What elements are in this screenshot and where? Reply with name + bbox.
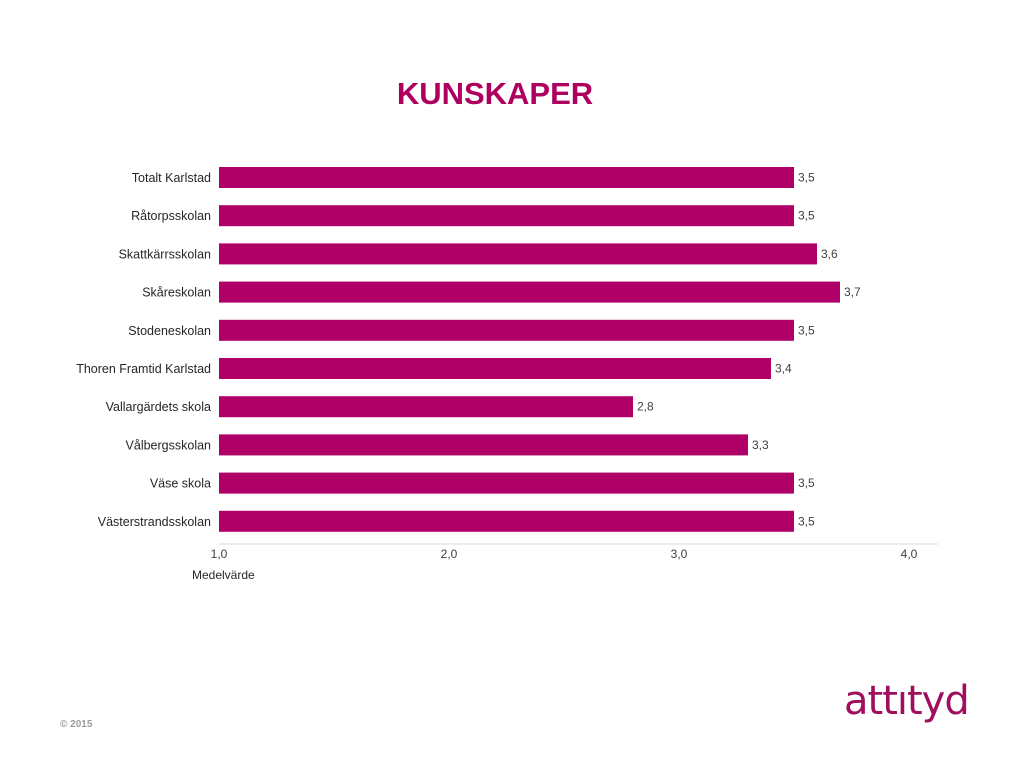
category-label: Stodeneskolan [128, 324, 211, 338]
data-label: 3,5 [798, 476, 815, 490]
category-label: Vålbergsskolan [126, 438, 212, 452]
category-label: Råtorpsskolan [131, 209, 211, 223]
bar [219, 510, 794, 532]
x-tick-label: 2,0 [441, 547, 458, 561]
data-label: 3,5 [798, 171, 815, 185]
bar [219, 281, 840, 303]
x-tick-label: 3,0 [671, 547, 688, 561]
category-label: Skattkärrsskolan [119, 247, 211, 261]
data-label: 3,5 [798, 514, 815, 528]
data-label: 2,8 [637, 400, 654, 414]
bar [219, 434, 748, 456]
category-label: Väse skola [150, 477, 211, 491]
chart-title: KUNSKAPER [396, 76, 594, 111]
data-label: 3,4 [775, 362, 792, 376]
bar [219, 205, 794, 227]
bar [219, 167, 794, 188]
bar [219, 319, 794, 341]
bar [219, 358, 771, 379]
category-label: Thoren Framtid Karlstad [76, 362, 211, 376]
category-label: Totalt Karlstad [132, 171, 211, 185]
bar [219, 243, 817, 265]
x-axis-title: Medelvärde [192, 568, 255, 582]
data-label: 3,3 [752, 438, 769, 452]
data-label: 3,5 [798, 209, 815, 223]
copyright-text: © 2015 [60, 719, 93, 730]
category-label: Skåreskolan [142, 286, 211, 300]
data-label: 3,7 [844, 285, 861, 299]
x-tick-label: 1,0 [211, 547, 228, 561]
bar [219, 396, 633, 418]
data-label: 3,5 [798, 323, 815, 337]
bar [219, 472, 794, 494]
data-label: 3,6 [821, 247, 838, 261]
x-tick-label: 4,0 [901, 547, 918, 561]
brand-logo: attıtyd [844, 678, 970, 724]
category-label: Västerstrandsskolan [98, 515, 211, 529]
category-label: Vallargärdets skola [106, 400, 211, 414]
